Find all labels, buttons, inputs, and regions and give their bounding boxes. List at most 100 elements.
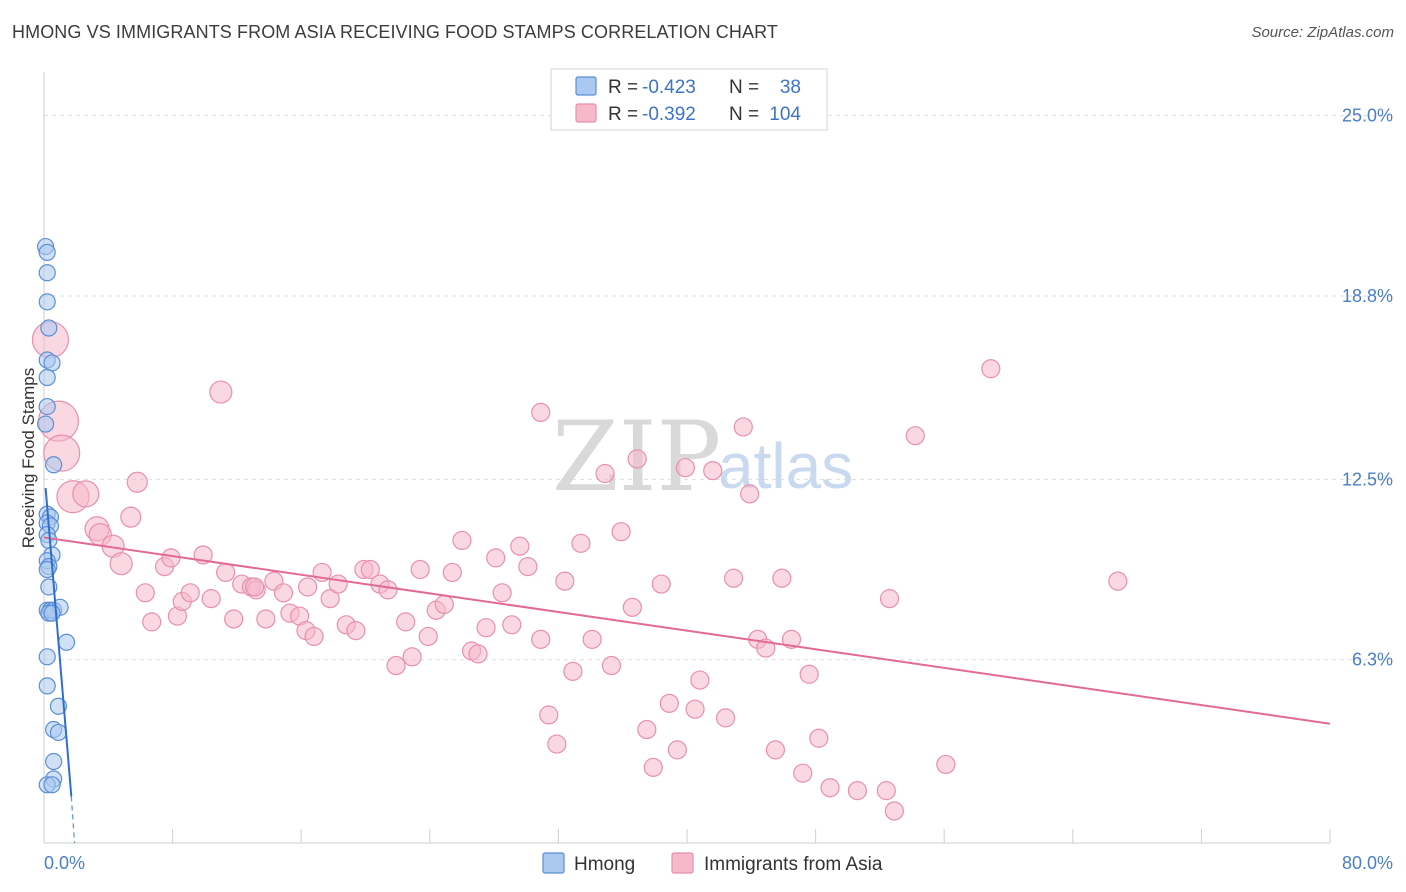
asia-point [981,359,1001,379]
asia-point [328,574,348,594]
hmong-point [43,604,61,622]
series-immigrants-from-asia [31,321,1128,821]
asia-point [659,693,679,713]
hmong-point [45,752,63,771]
asia-point [690,670,710,690]
asia-point [595,463,615,484]
asia-point [799,664,819,684]
hmong-point [45,456,63,474]
trend-line-asia [43,536,1331,725]
hmong-point [38,648,56,666]
asia-point [555,571,575,591]
asia-point [346,621,366,641]
watermark: ZIP atlas [552,401,853,513]
x-tick-label-max: 80.0% [1342,853,1393,873]
legend-r-label-asia: R = [608,104,638,125]
hmong-point [43,354,61,372]
asia-point [884,801,904,821]
asia-point [715,708,736,728]
legend-n-value-asia: 104 [769,104,801,125]
asia-point [651,574,671,594]
asia-point [675,458,695,478]
asia-point [126,471,148,493]
asia-point [476,618,496,638]
legend-swatch-asia [575,103,597,123]
hmong-point [40,319,58,337]
x-axis-ticks [43,829,1331,843]
asia-point [396,612,416,632]
legend-n-label-hmong: N = [729,77,759,98]
asia-point [201,589,221,609]
y-tick-label: 12.5% [1342,469,1393,489]
y-tick-label: 25.0% [1342,106,1393,126]
asia-point [434,594,454,615]
legend-r-label-hmong: R = [608,77,638,98]
asia-point [563,661,583,681]
legend-n-value-hmong: 38 [780,77,801,98]
bottom-legend-swatch-asia [671,852,694,874]
bottom-legend: Hmong Immigrants from Asia [542,852,883,875]
asia-point [273,583,294,603]
y-axis-tick-labels: 6.3% 12.5% 18.8% 25.0% [1342,106,1393,670]
asia-point [611,522,631,542]
asia-point [820,778,840,798]
asia-point [724,568,744,588]
asia-point [402,647,422,667]
asia-point [386,655,406,676]
hmong-point [57,633,76,651]
series-hmong [37,237,76,794]
legend-r-value-hmong: -0.423 [642,77,696,98]
chart-title: HMONG VS IMMIGRANTS FROM ASIA RECEIVING … [12,22,778,42]
asia-point [360,559,380,580]
asia-point [643,757,663,777]
asia-point [905,426,925,446]
asia-point [547,734,567,754]
y-axis-label: Receiving Food Stamps [19,368,38,548]
asia-point [120,506,142,528]
hmong-point [38,677,56,695]
asia-point [685,699,705,719]
hmong-point [43,776,61,794]
asia-point [667,740,687,760]
hmong-point [38,243,56,261]
watermark-atlas: atlas [718,430,853,502]
hmong-point [38,293,56,311]
asia-point [492,583,512,603]
asia-point [209,380,233,404]
asia-point [304,626,324,647]
trend-lines [43,487,1331,844]
hmong-point [37,415,55,433]
asia-point [876,781,896,801]
asia-point [216,562,236,583]
asia-point [765,740,786,760]
asia-point [531,402,551,423]
asia-point [781,629,802,649]
asia-point [502,615,522,635]
asia-point [637,719,657,740]
asia-point [468,644,488,664]
asia-point [733,417,753,437]
asia-point [627,449,647,469]
asia-point [793,763,813,783]
asia-point [486,548,506,568]
y-tick-label: 6.3% [1352,650,1393,670]
legend-r-value-asia: -0.392 [642,104,696,125]
asia-point [442,562,462,583]
asia-point [452,530,472,551]
bottom-legend-label-asia: Immigrants from Asia [704,854,883,875]
asia-point [320,589,340,609]
asia-point [418,626,438,647]
asia-point [244,577,265,597]
asia-point [703,460,723,481]
asia-point [571,533,591,553]
legend-swatch-hmong [575,76,597,96]
hmong-point [38,397,56,416]
legend-n-label-asia: N = [729,104,759,125]
asia-point [142,612,162,632]
asia-point [601,655,622,676]
asia-point [879,589,900,609]
asia-point [298,577,318,597]
trend-line-hmong-extension [70,796,76,844]
asia-point [72,480,100,508]
